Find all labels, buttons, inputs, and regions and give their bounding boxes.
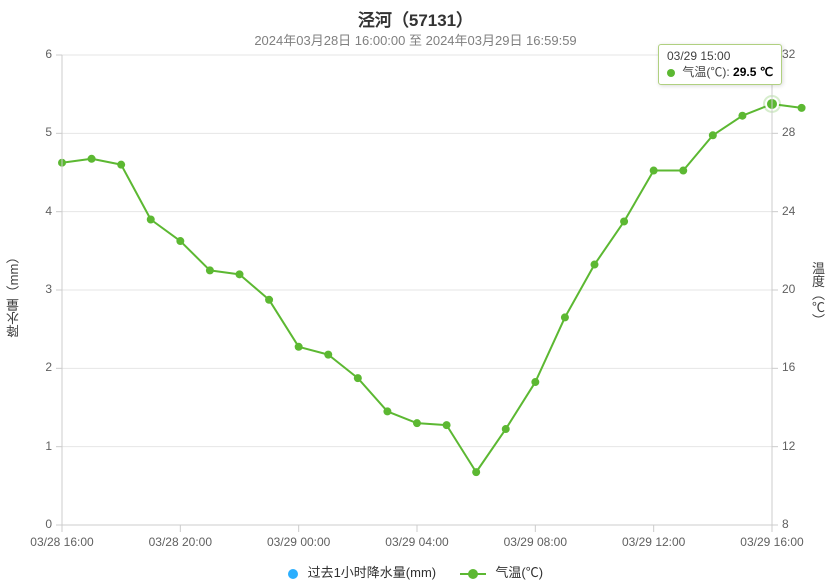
x-tick: 03/28 20:00 [145, 535, 215, 549]
y-left-tick: 3 [45, 282, 52, 296]
y-axis-right-label: 温度（℃） [808, 261, 827, 326]
legend-item-temp[interactable]: 气温(℃) [460, 562, 543, 581]
legend-label-precip: 过去1小时降水量(mm) [308, 565, 437, 580]
tooltip-dot-icon [667, 69, 675, 77]
y-right-tick: 16 [782, 360, 795, 374]
chart-svg [0, 0, 831, 587]
tooltip-value: 29.5 ℃ [733, 65, 773, 79]
legend: 过去1小时降水量(mm) 气温(℃) [0, 562, 831, 581]
y-right-tick: 12 [782, 439, 795, 453]
tooltip-series-label: 气温(℃): [682, 65, 729, 79]
y-right-tick: 8 [782, 517, 789, 531]
y-right-tick: 32 [782, 47, 795, 61]
legend-marker-temp-icon [460, 573, 486, 575]
chart-container: 泾河（57131） 2024年03月28日 16:00:00 至 2024年03… [0, 0, 831, 587]
x-tick: 03/29 08:00 [500, 535, 570, 549]
x-tick: 03/29 12:00 [619, 535, 689, 549]
y-left-tick: 0 [45, 517, 52, 531]
y-left-tick: 2 [45, 360, 52, 374]
y-right-tick: 28 [782, 125, 795, 139]
x-tick: 03/29 16:00 [737, 535, 807, 549]
x-tick: 03/29 00:00 [264, 535, 334, 549]
tooltip-time: 03/29 15:00 [667, 49, 773, 63]
y-left-tick: 1 [45, 439, 52, 453]
y-right-tick: 24 [782, 204, 795, 218]
tooltip: 03/29 15:00 气温(℃): 29.5 ℃ [658, 44, 782, 85]
legend-label-temp: 气温(℃) [495, 565, 543, 580]
y-left-tick: 4 [45, 204, 52, 218]
y-left-tick: 6 [45, 47, 52, 61]
x-tick: 03/28 16:00 [27, 535, 97, 549]
tooltip-row: 气温(℃): 29.5 ℃ [667, 63, 773, 80]
y-left-tick: 5 [45, 125, 52, 139]
legend-marker-precip-icon [288, 569, 298, 579]
y-axis-left-label: 降水量（mm） [4, 250, 23, 337]
y-right-tick: 20 [782, 282, 795, 296]
x-tick: 03/29 04:00 [382, 535, 452, 549]
legend-item-precip[interactable]: 过去1小时降水量(mm) [288, 562, 436, 581]
